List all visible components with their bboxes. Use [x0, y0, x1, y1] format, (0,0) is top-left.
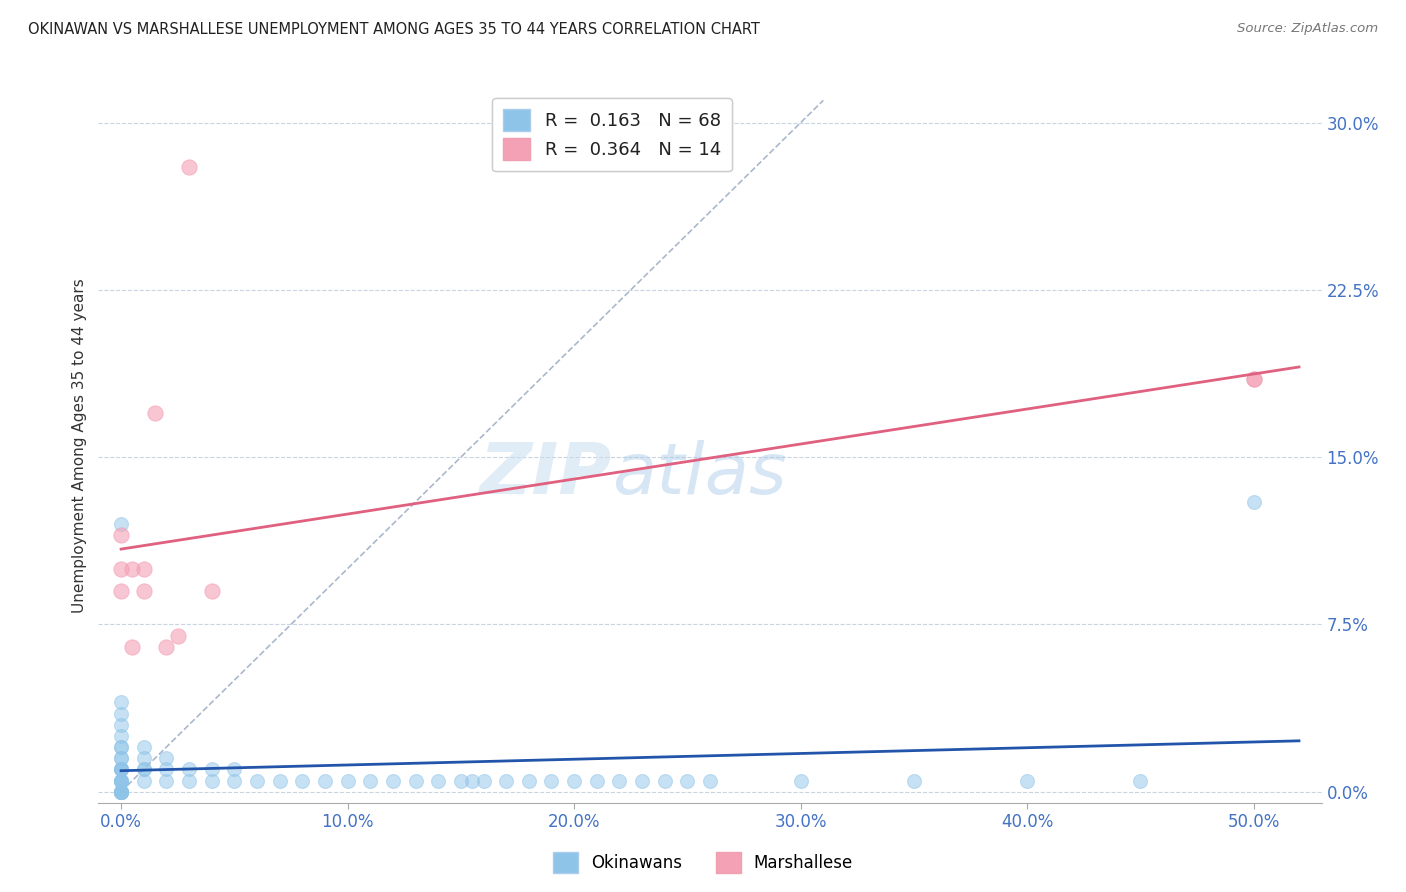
Point: [1129, 773, 1152, 788]
Point: [472, 773, 495, 788]
Point: [110, 762, 132, 776]
Point: [132, 583, 155, 598]
Point: [110, 583, 132, 598]
Point: [654, 773, 676, 788]
Point: [336, 773, 359, 788]
Point: [110, 740, 132, 755]
Point: [1243, 372, 1265, 386]
Point: [166, 628, 188, 642]
Point: [155, 773, 177, 788]
Point: [110, 773, 132, 788]
Point: [450, 773, 472, 788]
Point: [562, 773, 585, 788]
Point: [110, 762, 132, 776]
Point: [110, 751, 132, 765]
Point: [110, 785, 132, 799]
Point: [699, 773, 721, 788]
Point: [461, 773, 484, 788]
Point: [132, 751, 155, 765]
Point: [789, 773, 811, 788]
Point: [1243, 494, 1265, 508]
Point: [110, 696, 132, 710]
Point: [110, 751, 132, 765]
Point: [110, 785, 132, 799]
Point: [110, 762, 132, 776]
Text: OKINAWAN VS MARSHALLESE UNEMPLOYMENT AMONG AGES 35 TO 44 YEARS CORRELATION CHART: OKINAWAN VS MARSHALLESE UNEMPLOYMENT AMO…: [28, 22, 761, 37]
Point: [155, 640, 177, 654]
Point: [110, 706, 132, 721]
Text: ZIP: ZIP: [479, 440, 612, 509]
Point: [177, 160, 200, 174]
Point: [110, 517, 132, 532]
Point: [155, 751, 177, 765]
Point: [110, 562, 132, 576]
Point: [110, 785, 132, 799]
Point: [1243, 372, 1265, 386]
Point: [143, 405, 166, 419]
Point: [110, 785, 132, 799]
Point: [609, 773, 631, 788]
Point: [110, 773, 132, 788]
Point: [269, 773, 291, 788]
Point: [224, 762, 246, 776]
Point: [201, 762, 224, 776]
Point: [291, 773, 314, 788]
Point: [110, 762, 132, 776]
Point: [177, 762, 200, 776]
Point: [495, 773, 517, 788]
Point: [246, 773, 269, 788]
Point: [405, 773, 427, 788]
Point: [517, 773, 540, 788]
Point: [903, 773, 925, 788]
Text: atlas: atlas: [612, 440, 787, 509]
Point: [585, 773, 607, 788]
Point: [110, 717, 132, 731]
Point: [381, 773, 404, 788]
Point: [110, 528, 132, 542]
Point: [110, 773, 132, 788]
Point: [155, 762, 177, 776]
Point: [121, 640, 143, 654]
Point: [110, 785, 132, 799]
Point: [132, 773, 155, 788]
Point: [427, 773, 450, 788]
Point: [314, 773, 336, 788]
Point: [110, 785, 132, 799]
Point: [1017, 773, 1039, 788]
Point: [110, 740, 132, 755]
Point: [201, 583, 224, 598]
Point: [110, 785, 132, 799]
Legend: R =  0.163   N = 68, R =  0.364   N = 14: R = 0.163 N = 68, R = 0.364 N = 14: [492, 98, 733, 171]
Point: [676, 773, 699, 788]
Point: [177, 773, 200, 788]
Point: [132, 562, 155, 576]
Point: [631, 773, 654, 788]
Point: [201, 773, 224, 788]
Point: [110, 773, 132, 788]
Point: [132, 740, 155, 755]
Point: [110, 773, 132, 788]
Point: [540, 773, 562, 788]
Point: [224, 773, 246, 788]
Point: [132, 762, 155, 776]
Y-axis label: Unemployment Among Ages 35 to 44 years: Unemployment Among Ages 35 to 44 years: [72, 278, 87, 614]
Point: [110, 729, 132, 743]
Point: [121, 562, 143, 576]
Point: [110, 785, 132, 799]
Legend: Okinawans, Marshallese: Okinawans, Marshallese: [546, 846, 860, 880]
Point: [132, 762, 155, 776]
Point: [359, 773, 381, 788]
Text: Source: ZipAtlas.com: Source: ZipAtlas.com: [1237, 22, 1378, 36]
